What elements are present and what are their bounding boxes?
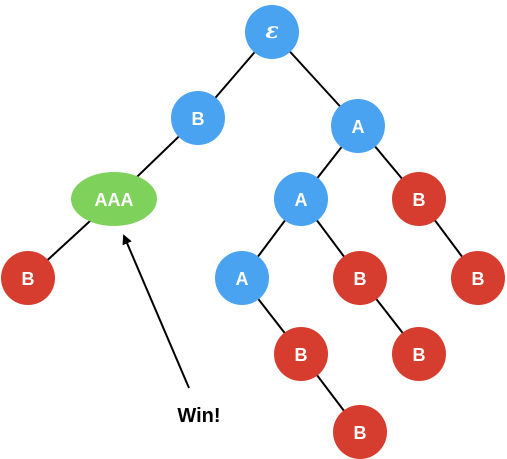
node-b2: B: [333, 251, 387, 305]
node-a1: A: [331, 99, 385, 153]
win-arrow: [122, 234, 190, 389]
node-aaa: AAA: [71, 172, 157, 226]
node-b1-label: B: [192, 109, 205, 129]
node-root-circle: [245, 5, 299, 59]
node-b3-label: B: [295, 345, 308, 365]
node-b-left-label: B: [22, 269, 35, 289]
node-a1-label: A: [352, 117, 365, 137]
node-b5: B: [392, 327, 446, 381]
node-b6: B: [333, 405, 387, 459]
node-b5-circle: [392, 327, 446, 381]
node-b-right-circle: [392, 172, 446, 226]
node-aaa-ellipse: [71, 172, 157, 226]
node-a2: A: [274, 172, 328, 226]
win-label: Win!: [177, 405, 220, 427]
node-b2-label: B: [354, 269, 367, 289]
node-b-right-label: B: [413, 190, 426, 210]
node-b1: B: [171, 91, 225, 145]
node-aaa-label: AAA: [95, 190, 134, 210]
node-b3-circle: [274, 327, 328, 381]
node-b-left: B: [1, 251, 55, 305]
node-a2-circle: [274, 172, 328, 226]
node-b5-label: B: [413, 345, 426, 365]
node-b6-circle: [333, 405, 387, 459]
node-b6-label: B: [354, 423, 367, 443]
node-a3: A: [215, 251, 269, 305]
win-annotation: Win!: [122, 234, 221, 427]
node-root-label: ε: [265, 18, 278, 44]
node-b-right: B: [392, 172, 446, 226]
node-a2-label: A: [295, 190, 308, 210]
node-a3-circle: [215, 251, 269, 305]
node-b4-label: B: [472, 269, 485, 289]
node-b4-circle: [451, 251, 505, 305]
node-a3-label: A: [236, 269, 249, 289]
nodes: ε B A AAA B A B A: [1, 5, 505, 459]
node-a1-circle: [331, 99, 385, 153]
node-b-left-circle: [1, 251, 55, 305]
node-root: ε: [245, 5, 299, 59]
node-b4: B: [451, 251, 505, 305]
node-b2-circle: [333, 251, 387, 305]
node-b1-circle: [171, 91, 225, 145]
node-b3: B: [274, 327, 328, 381]
